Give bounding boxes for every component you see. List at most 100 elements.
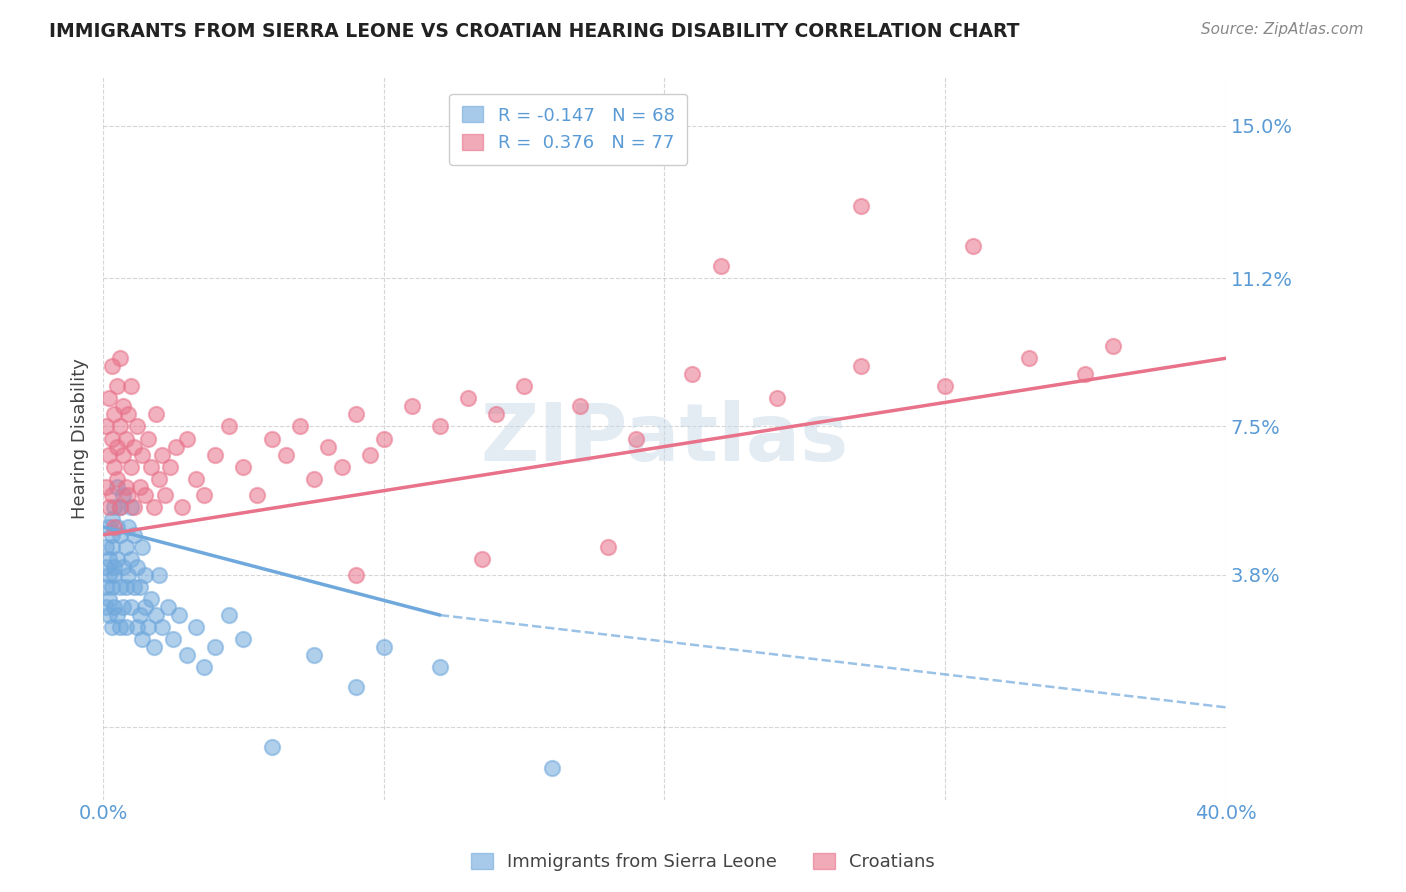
Point <box>330 459 353 474</box>
Legend: R = -0.147   N = 68, R =  0.376   N = 77: R = -0.147 N = 68, R = 0.376 N = 77 <box>449 94 688 164</box>
Point <box>122 500 145 514</box>
Point <box>100 620 122 634</box>
Point <box>100 580 122 594</box>
Point <box>100 359 122 374</box>
Point <box>128 480 150 494</box>
Point <box>165 440 187 454</box>
Point <box>682 368 704 382</box>
Point <box>97 500 120 514</box>
Point <box>111 560 134 574</box>
Text: Source: ZipAtlas.com: Source: ZipAtlas.com <box>1201 22 1364 37</box>
Point <box>344 408 367 422</box>
Text: IMMIGRANTS FROM SIERRA LEONE VS CROATIAN HEARING DISABILITY CORRELATION CHART: IMMIGRANTS FROM SIERRA LEONE VS CROATIAN… <box>49 22 1019 41</box>
Legend: Immigrants from Sierra Leone, Croatians: Immigrants from Sierra Leone, Croatians <box>464 846 942 879</box>
Point <box>1018 351 1040 366</box>
Point <box>246 488 269 502</box>
Point <box>114 480 136 494</box>
Point <box>100 432 122 446</box>
Point <box>193 488 215 502</box>
Point <box>100 528 122 542</box>
Point <box>97 520 120 534</box>
Point <box>103 520 125 534</box>
Point <box>105 608 128 623</box>
Point <box>97 448 120 462</box>
Point <box>103 568 125 582</box>
Point <box>288 419 311 434</box>
Point <box>485 408 508 422</box>
Point <box>114 432 136 446</box>
Point <box>162 632 184 647</box>
Point <box>709 259 731 273</box>
Point <box>108 500 131 514</box>
Point <box>274 448 297 462</box>
Point <box>103 600 125 615</box>
Point <box>131 448 153 462</box>
Point <box>260 740 283 755</box>
Point <box>103 500 125 514</box>
Point <box>218 608 240 623</box>
Point <box>117 408 139 422</box>
Point <box>849 199 872 213</box>
Point <box>128 580 150 594</box>
Point <box>569 400 592 414</box>
Point <box>373 432 395 446</box>
Point <box>148 472 170 486</box>
Point <box>94 560 117 574</box>
Point <box>105 440 128 454</box>
Point <box>145 608 167 623</box>
Point <box>1102 339 1125 353</box>
Point <box>139 459 162 474</box>
Point <box>97 608 120 623</box>
Point <box>232 459 254 474</box>
Point <box>457 392 479 406</box>
Point <box>117 568 139 582</box>
Point <box>108 500 131 514</box>
Point <box>108 351 131 366</box>
Point <box>131 540 153 554</box>
Point <box>120 552 142 566</box>
Point <box>598 540 620 554</box>
Point <box>100 512 122 526</box>
Point <box>962 239 984 253</box>
Point <box>136 432 159 446</box>
Point <box>111 448 134 462</box>
Point <box>122 528 145 542</box>
Point <box>302 648 325 663</box>
Point <box>344 568 367 582</box>
Point <box>97 568 120 582</box>
Point <box>120 500 142 514</box>
Point <box>142 640 165 655</box>
Point <box>108 580 131 594</box>
Point <box>125 419 148 434</box>
Point <box>765 392 787 406</box>
Point <box>176 432 198 446</box>
Point <box>122 580 145 594</box>
Point <box>97 552 120 566</box>
Point <box>125 560 148 574</box>
Point <box>125 620 148 634</box>
Point <box>232 632 254 647</box>
Point <box>94 580 117 594</box>
Point <box>150 620 173 634</box>
Point <box>114 540 136 554</box>
Point <box>94 419 117 434</box>
Point <box>170 500 193 514</box>
Point <box>120 459 142 474</box>
Point <box>401 400 423 414</box>
Point <box>117 488 139 502</box>
Point <box>94 540 117 554</box>
Point <box>108 419 131 434</box>
Point <box>204 640 226 655</box>
Point <box>541 760 564 774</box>
Point <box>111 488 134 502</box>
Point <box>218 419 240 434</box>
Point <box>344 680 367 694</box>
Point <box>145 408 167 422</box>
Point <box>184 472 207 486</box>
Point <box>105 520 128 534</box>
Point <box>156 600 179 615</box>
Point <box>100 540 122 554</box>
Point <box>153 488 176 502</box>
Point <box>134 568 156 582</box>
Point <box>934 379 956 393</box>
